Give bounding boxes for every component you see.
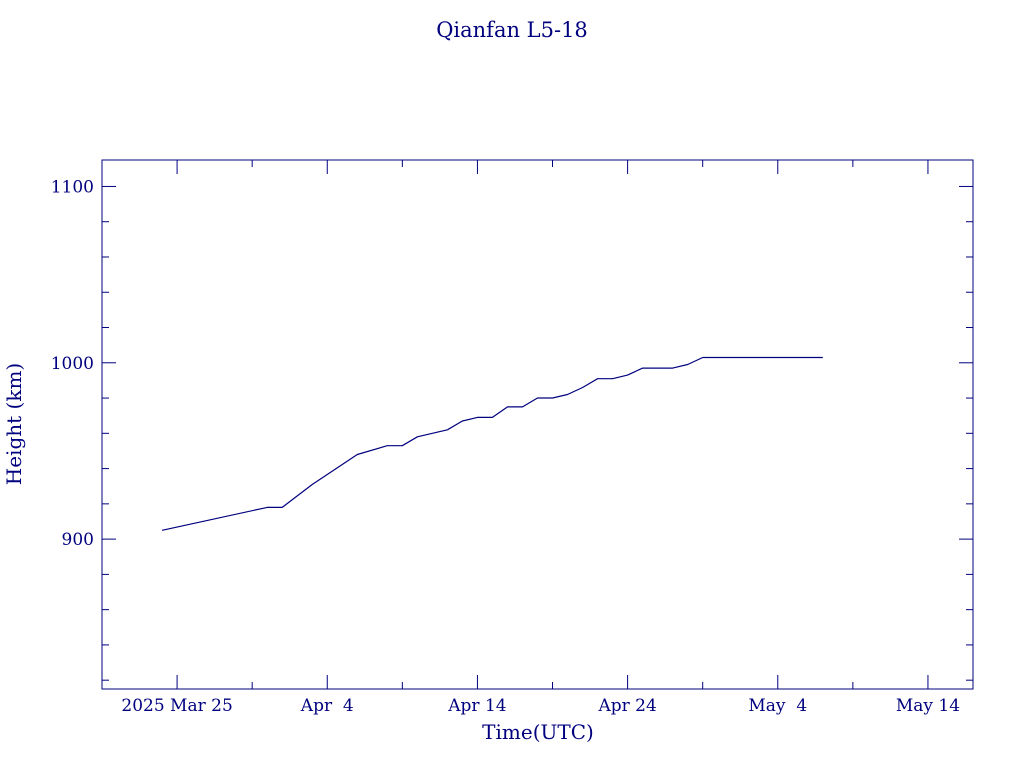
x-tick-label: 2025 Mar 25 [121, 696, 232, 716]
y-tick-label: 1100 [51, 177, 94, 197]
y-tick-label: 900 [62, 530, 94, 550]
x-tick-label: Apr 14 [447, 696, 506, 716]
chart-title: Qianfan L5-18 [436, 18, 588, 42]
x-tick-label: May 4 [748, 696, 807, 716]
y-axis: 900 1000 1100 [51, 177, 973, 681]
y-tick-label: 1000 [51, 354, 94, 374]
x-tick-label: May 14 [896, 696, 960, 716]
x-axis-label: Time(UTC) [482, 720, 594, 744]
x-tick-label: Apr 24 [597, 696, 656, 716]
series-layer [161, 356, 823, 531]
x-axis: 2025 Mar 25 Apr 4 Apr 14 Apr 24 May 4 May 14 [101, 160, 960, 716]
y-axis-label: Height (km) [2, 363, 26, 485]
series-line-1 [161, 356, 823, 531]
plot-frame [101, 159, 974, 690]
x-tick-label: Apr 4 [300, 696, 354, 716]
